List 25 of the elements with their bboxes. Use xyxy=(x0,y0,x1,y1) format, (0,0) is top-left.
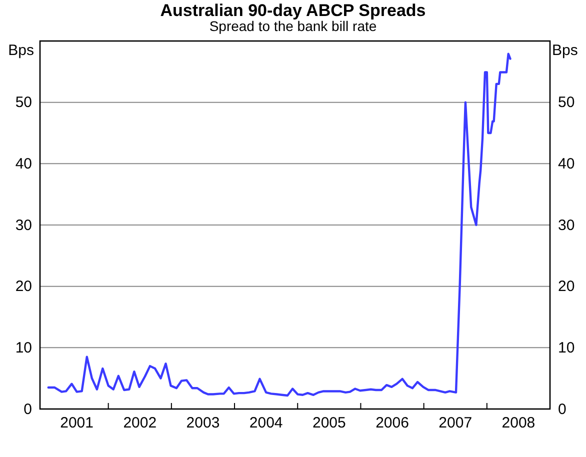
chart-subtitle: Spread to the bank bill rate xyxy=(209,18,377,34)
y2-tick-label: 20 xyxy=(558,278,575,296)
chart-title: Australian 90-day ABCP Spreads xyxy=(160,1,426,20)
x-tick-label: 2006 xyxy=(376,414,409,432)
y2-tick-label: 50 xyxy=(558,94,575,112)
y-tick-label: 40 xyxy=(15,155,32,172)
y2-tick-label: 0 xyxy=(558,400,566,418)
y2-tick-label: 30 xyxy=(558,216,575,234)
x-tick-label: 2008 xyxy=(502,414,536,432)
x-tick-label: 2005 xyxy=(312,414,346,432)
y-tick-label: 20 xyxy=(15,278,32,296)
y2-tick-label: 10 xyxy=(558,339,575,356)
y-tick-label: 0 xyxy=(24,400,32,418)
y2-axis-title: Bps xyxy=(552,42,578,59)
y-axis-title: Bps xyxy=(8,42,34,59)
x-tick-label: 2002 xyxy=(123,414,157,432)
x-tick-label: 2004 xyxy=(249,414,283,432)
x-tick-label: 2003 xyxy=(186,414,220,432)
y-tick-label: 10 xyxy=(15,339,32,356)
y2-tick-label: 40 xyxy=(558,155,575,172)
x-tick-label: 2007 xyxy=(438,414,472,432)
y-tick-label: 50 xyxy=(15,94,32,112)
y-tick-label: 30 xyxy=(15,216,32,234)
x-tick-label: 2001 xyxy=(60,414,94,432)
line-series xyxy=(47,52,512,397)
